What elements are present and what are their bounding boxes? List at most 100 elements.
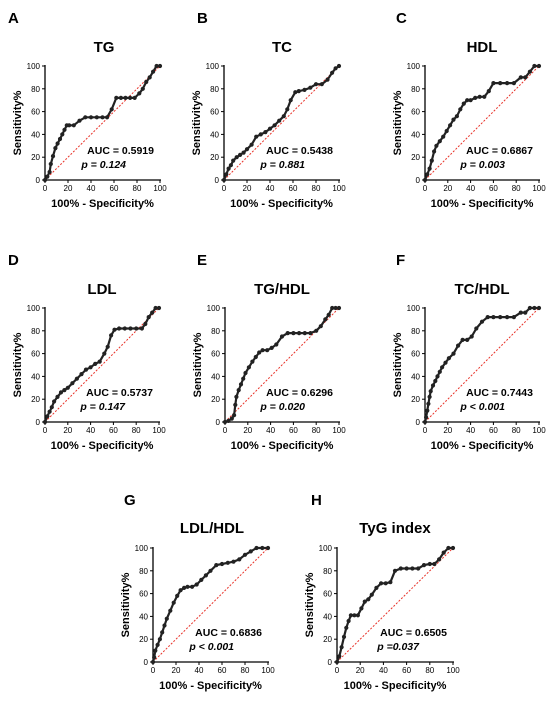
roc-point [379,581,384,586]
roc-point [427,561,432,567]
roc-point [314,328,319,333]
reference-diagonal [424,307,540,423]
roc-point [60,132,65,137]
roc-point [279,334,285,339]
roc-point [263,130,268,135]
roc-point [425,172,430,177]
roc-point [369,592,374,597]
y-axis-title: Sensitivity% [392,90,404,155]
x-tick-label: 100 [532,184,546,193]
roc-point [465,337,470,342]
roc-point [140,86,145,91]
roc-point [441,550,446,555]
y-tick-label: 20 [31,153,40,162]
roc-point [234,394,239,399]
roc-point [432,561,437,567]
x-tick-label: 60 [110,184,119,193]
y-tick-label: 100 [407,62,421,71]
p-value-label: p < 0.001 [459,401,505,413]
roc-point [296,89,301,94]
roc-point [102,351,107,356]
roc-point [49,405,54,410]
roc-point [241,376,246,381]
panel-letter: G [124,492,136,509]
panel-letter: H [311,492,322,509]
y-tick-label: 80 [411,85,420,94]
roc-point [334,659,340,665]
roc-point [238,152,243,157]
roc-point [346,618,351,624]
roc-panel-a: A TG 0 20 40 60 80 100 0 20 40 60 80 100 100% - Specif… [8,10,167,210]
reference-diagonal [44,65,161,181]
roc-point [325,77,330,82]
roc-point [443,360,448,365]
x-tick-label: 100 [261,666,275,675]
roc-point [333,66,338,71]
roc-point [308,85,313,90]
roc-point [123,95,128,100]
roc-point [62,127,67,132]
x-tick-label: 60 [289,184,298,193]
roc-point [237,557,242,562]
roc-point [77,118,82,123]
roc-point [253,354,258,360]
roc-point [53,146,58,151]
x-tick-label: 20 [63,426,72,435]
roc-point [190,584,195,589]
x-tick-label: 80 [512,426,521,435]
roc-point [482,94,487,99]
roc-point [134,326,139,331]
y-tick-label: 80 [31,85,40,94]
x-tick-label: 20 [64,184,73,193]
x-tick-label: 20 [243,184,252,193]
roc-point [536,63,542,69]
y-axis-title: Sensitivity% [191,90,203,155]
roc-point [229,416,234,421]
roc-point [435,374,440,379]
y-tick-label: 40 [31,130,40,139]
roc-point [164,616,169,621]
y-axis-title: Sensitivity% [192,332,204,397]
roc-point [486,89,491,94]
roc-point [47,409,52,414]
roc-point [437,557,442,562]
roc-point [313,82,319,87]
x-tick-label: 20 [443,184,452,193]
x-tick-label: 80 [312,184,321,193]
roc-point [228,163,233,168]
roc-point [243,370,248,376]
roc-point [242,552,248,557]
roc-point [297,331,302,336]
x-tick-label: 40 [266,184,275,193]
roc-point [430,383,436,388]
roc-point [434,143,439,148]
roc-point [194,582,199,587]
roc-point [468,98,473,103]
y-tick-label: 0 [416,176,421,185]
x-tick-label: 60 [489,426,498,435]
roc-point [175,593,180,599]
x-tick-label: 20 [443,426,452,435]
y-tick-label: 100 [206,62,220,71]
y-tick-label: 80 [323,567,332,576]
x-tick-label: 100 [332,184,346,193]
roc-point [491,81,496,86]
roc-point [465,98,470,103]
x-tick-label: 100 [446,666,460,675]
roc-point [70,381,75,386]
roc-point [48,161,53,167]
roc-point [224,172,229,177]
roc-point [421,563,427,568]
roc-point [260,545,265,551]
roc-point [511,315,516,320]
roc-point [323,317,328,322]
roc-point [150,310,155,315]
roc-point [536,305,542,311]
roc-point [143,321,148,327]
roc-point [71,123,76,128]
roc-point [260,348,265,353]
roc-point [532,63,537,69]
roc-point [94,115,99,120]
roc-point [74,376,79,381]
y-tick-label: 60 [411,350,420,359]
